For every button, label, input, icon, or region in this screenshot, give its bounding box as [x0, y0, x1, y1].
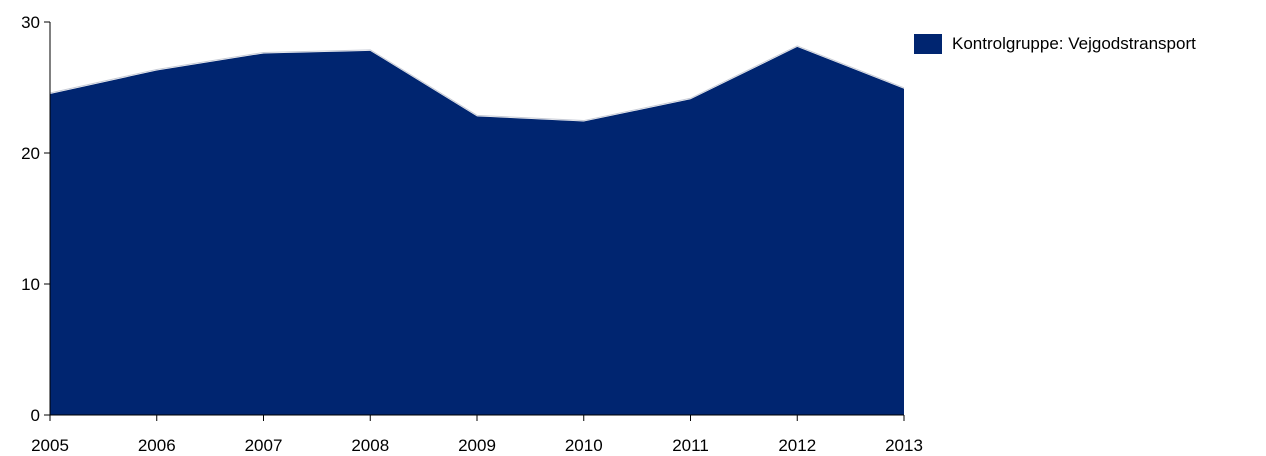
y-tick-label: 0 [31, 406, 40, 425]
x-tick-label: 2008 [351, 436, 389, 455]
y-tick-label: 10 [21, 275, 40, 294]
area-series-edge [49, 45, 905, 122]
x-tick-label: 2007 [245, 436, 283, 455]
y-axis-ticks: 0 10 20 30 [21, 13, 50, 425]
x-tick-label: 2012 [778, 436, 816, 455]
plot-area [49, 45, 905, 415]
x-tick-label: 2011 [672, 436, 709, 455]
x-tick-label: 2013 [885, 436, 923, 455]
area-series-kontrolgruppe [50, 46, 904, 415]
x-tick-label: 2010 [565, 436, 603, 455]
x-tick-label: 2006 [138, 436, 176, 455]
legend-label-series: Kontrolgruppe: Vejgodstransport [952, 34, 1196, 53]
x-axis-ticks: 2005 2006 2007 2008 2009 2010 2011 2012 2013 [31, 415, 923, 455]
y-tick-label: 30 [21, 13, 40, 32]
x-tick-label: 2009 [458, 436, 496, 455]
y-tick-label: 20 [21, 144, 40, 163]
x-tick-label: 2005 [31, 436, 69, 455]
legend-swatch [914, 34, 942, 54]
legend: Kontrolgruppe: Vejgodstransport [914, 34, 1196, 54]
